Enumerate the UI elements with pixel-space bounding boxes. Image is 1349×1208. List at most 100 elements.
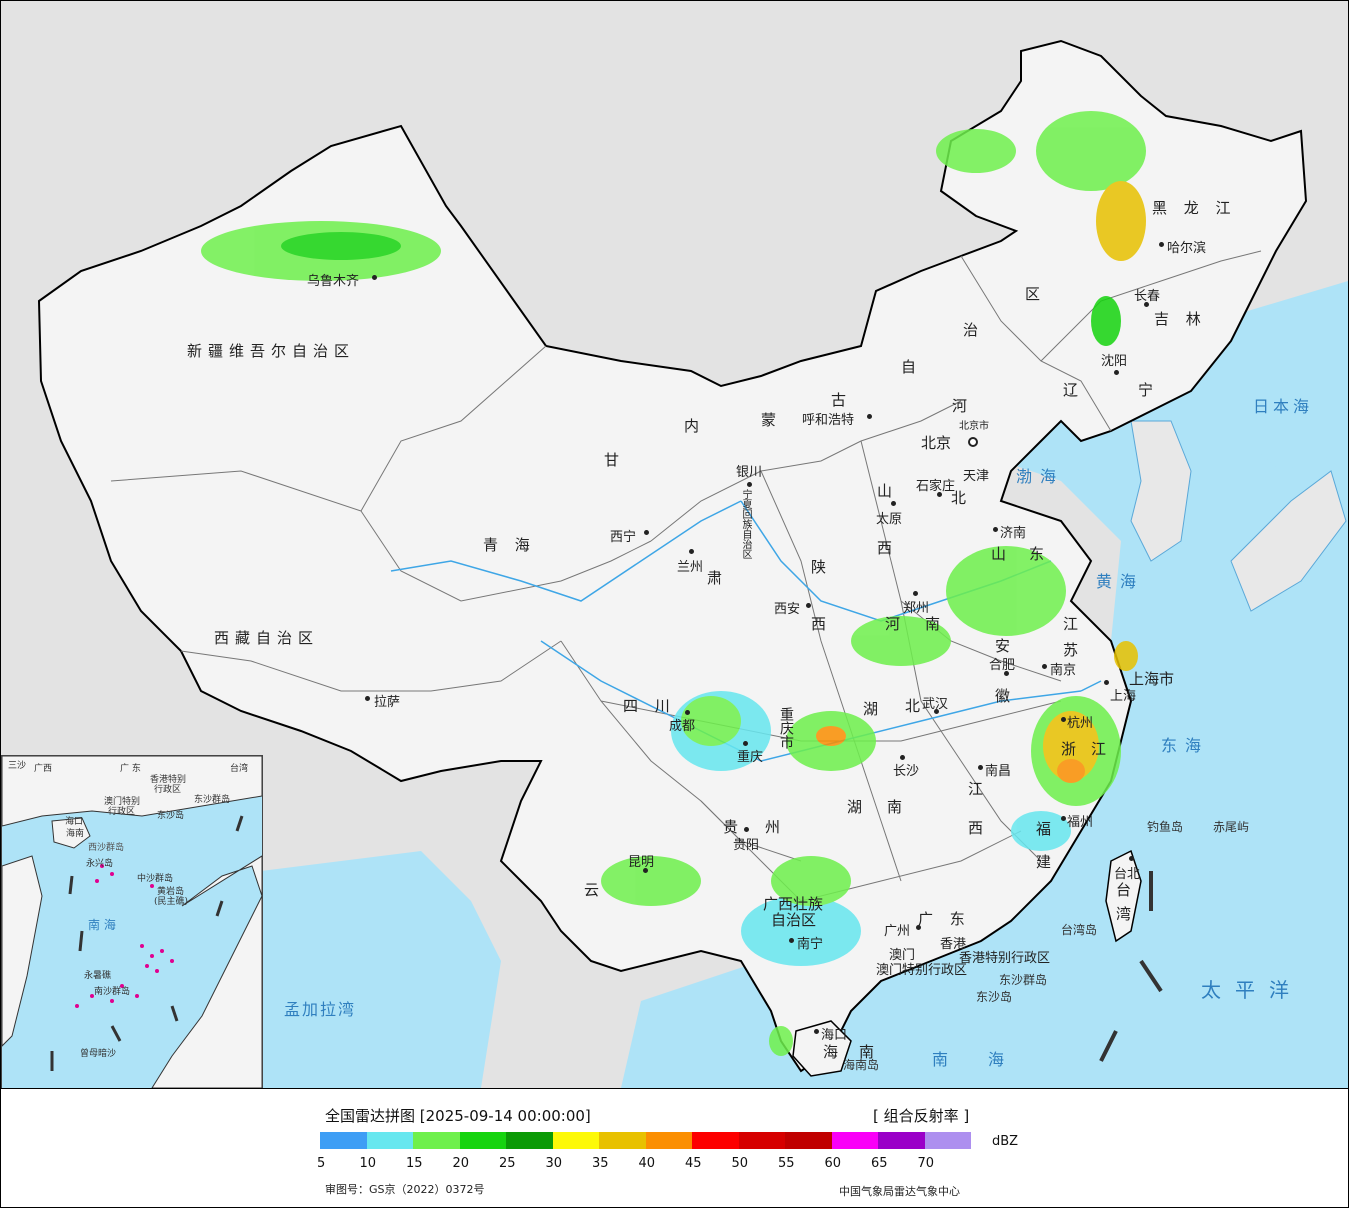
city-dot-shenyang (1114, 370, 1119, 375)
bay-of-bengal (261, 851, 501, 1088)
color-swatch-2 (413, 1132, 460, 1149)
city-dot-nanjing (1042, 664, 1047, 669)
province-jiangxi-jiang: 江 (968, 780, 984, 798)
city-dot-wuhan (934, 709, 939, 714)
province-shaanxi-shan: 陕 (811, 558, 827, 576)
province-hebei-bei: 北 (951, 489, 967, 507)
japan (1230, 470, 1347, 612)
city-shijiazhuang: 石家庄 (916, 479, 956, 494)
city-dot-hefei (1004, 671, 1009, 676)
province-hainan-hai: 海 (823, 1043, 839, 1061)
province-guangdong: 广 东 (918, 910, 971, 928)
city-kunming: 昆明 (628, 855, 655, 870)
province-taiwan-tai: 台 (1116, 881, 1132, 899)
legend-tick-50: 50 (731, 1156, 749, 1171)
color-swatch-8 (692, 1132, 739, 1149)
color-swatch-6 (599, 1132, 646, 1149)
inset-guangdong: 广 东 (120, 764, 141, 774)
province-hubei-bei: 北 (905, 697, 921, 715)
inset-sanya: 三沙 (8, 761, 27, 771)
province-shanghai: 上海市 (1129, 670, 1175, 688)
city-dot-nanning (789, 938, 794, 943)
color-swatch-0 (320, 1132, 367, 1149)
city-dot-xining (644, 530, 649, 535)
province-shandong-shan: 山 (991, 545, 1007, 563)
province-gansu: 甘 (604, 451, 620, 469)
province-fujian-fu: 福 (1036, 820, 1052, 838)
legend-tick-70: 70 (917, 1156, 935, 1171)
city-wuhan: 武汉 (922, 697, 949, 712)
color-swatch-9 (738, 1132, 785, 1149)
inset-islands (75, 864, 174, 1008)
city-harbin: 哈尔滨 (1167, 241, 1207, 256)
city-hangzhou: 杭州 (1067, 716, 1094, 731)
color-swatch-1 (366, 1132, 413, 1149)
province-guizhou-zhou: 州 (765, 818, 781, 836)
color-scale-bar (320, 1132, 971, 1149)
inset-yongshu: 永暑礁 (84, 971, 112, 981)
city-dot-guangzhou (916, 925, 921, 930)
province-shandong-dong: 东 (1029, 545, 1045, 563)
sea-huanghai: 黄海 (1096, 572, 1145, 591)
province-hainan-nan: 南 (859, 1043, 875, 1061)
inset-hk: 香港特别 (150, 775, 187, 785)
province-fujian-jian: 建 (1036, 853, 1052, 871)
city-changsha: 长沙 (893, 764, 920, 779)
city-dot-fuzhou (1061, 816, 1066, 821)
province-jiangsu-jiang: 江 (1063, 615, 1079, 633)
city-nanjing: 南京 (1050, 663, 1077, 678)
legend-tick-25: 25 (499, 1156, 516, 1171)
province-ningxia: 宁夏回族自治区 (740, 489, 751, 559)
sea-donghai: 东海 (1161, 736, 1210, 755)
province-shanxi-xi: 西 (877, 539, 893, 557)
legend-tick-10: 10 (359, 1156, 377, 1171)
city-chongqing: 重庆 (737, 750, 764, 765)
color-swatch-7 (645, 1132, 692, 1149)
province-hongkong: 香港特别行政区 (959, 951, 1051, 966)
inset-macau: 澳门特别 (104, 797, 141, 807)
city-dot-lhasa (365, 696, 370, 701)
legend-product: [ 组合反射率 ] (873, 1107, 970, 1125)
legend-tick-65: 65 (871, 1156, 888, 1171)
legend-tick-55: 55 (778, 1156, 795, 1171)
inset-guangxi: 广西 (34, 764, 53, 774)
province-neimenggu-qu: 区 (1025, 285, 1041, 303)
taiwan-island (1105, 849, 1142, 943)
island-hainandao: 海南岛 (843, 1058, 880, 1072)
inset-nansha: 南沙群岛 (94, 987, 131, 997)
province-neimenggu-zi: 自 (901, 358, 917, 376)
city-dot-shijiazhuang (937, 492, 942, 497)
sea-nanhai: 南海 (932, 1050, 1045, 1069)
province-jiangxi-xi: 西 (968, 819, 984, 837)
province-neimenggu-meng: 蒙 (761, 411, 777, 429)
city-fuzhou: 福州 (1067, 815, 1094, 830)
city-yinchuan: 银川 (736, 465, 763, 480)
city-hongkong: 香港 (940, 937, 967, 952)
province-liaoning-liao: 辽 (1063, 381, 1079, 399)
province-jiangsu-su: 苏 (1063, 641, 1079, 659)
city-dot-taiyuan (891, 501, 896, 506)
color-swatch-5 (552, 1132, 599, 1149)
inset-dongsha2: 东沙岛 (157, 811, 185, 821)
city-dot-jinan (993, 527, 998, 532)
province-neimenggu-nei: 内 (684, 417, 700, 435)
province-shaanxi-xi: 西 (811, 615, 827, 633)
province-henan-he: 河 (885, 615, 901, 633)
province-tianjin: 天津 (963, 469, 990, 484)
city-beijing: 北京 (921, 434, 952, 452)
city-dot-lanzhou (689, 549, 694, 554)
data-source: 中国气象局雷达气象中心 (839, 1185, 960, 1198)
city-dot-nanchang (978, 765, 983, 770)
sea-ribenhai: 日本海 (1253, 397, 1314, 416)
city-dot-changsha (900, 755, 905, 760)
city-lhasa: 拉萨 (374, 695, 401, 710)
city-dot-changchun (1144, 302, 1149, 307)
city-dot-hohhot (867, 414, 872, 419)
province-gansu-su: 肃 (707, 569, 723, 587)
color-swatch-3 (459, 1132, 506, 1149)
province-zhejiang-zhe: 浙 (1061, 740, 1077, 758)
city-dot-haikou (814, 1029, 819, 1034)
legend-tick-30: 30 (545, 1156, 563, 1171)
province-anhui-an: 安 (995, 637, 1011, 655)
inset-dongsha: 东沙群岛 (194, 795, 231, 805)
